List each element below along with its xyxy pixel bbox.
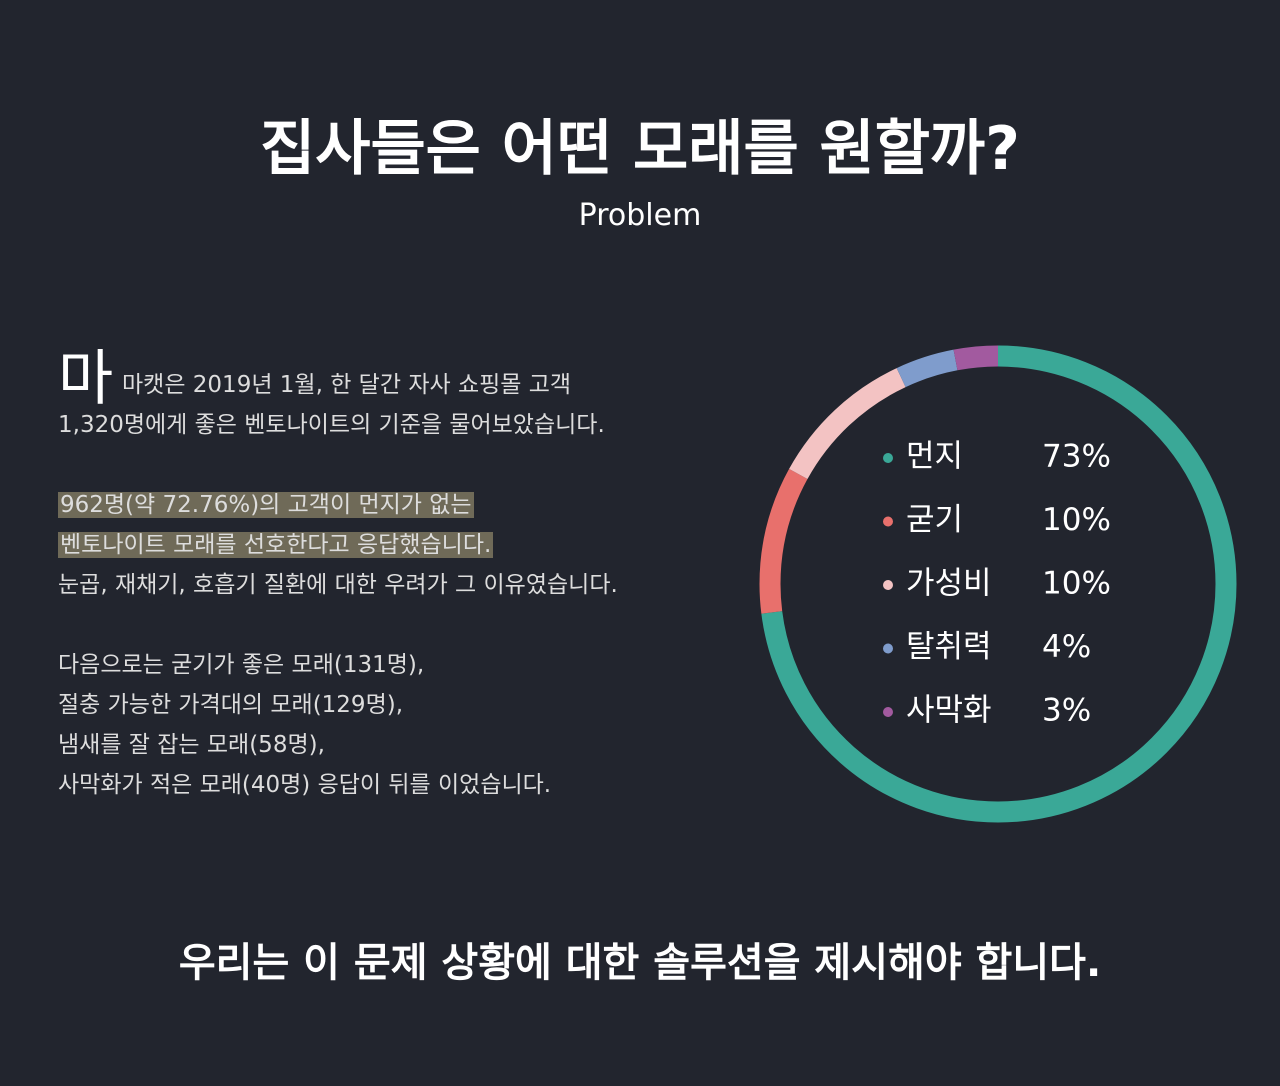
legend-value: 10%: [1042, 502, 1111, 538]
drop-cap: 마: [58, 344, 114, 414]
text-line: 마캣은 2019년 1월, 한 달간 자사 쇼핑몰 고객: [122, 372, 572, 398]
text-line: 1,320명에게 좋은 벤토나이트의 기준을 물어보았습니다.: [58, 412, 605, 438]
text-line: 다음으로는 굳기가 좋은 모래(131명),: [58, 652, 425, 678]
footer-text: 우리는 이 문제 상황에 대한 솔루션을 제시해야 합니다.: [178, 940, 1102, 986]
text-line: 냄새를 잘 잡는 모래(58명),: [58, 732, 325, 758]
title: 집사들은 어떤 모래를 원할까?: [260, 114, 1020, 184]
legend-label: 먼지: [906, 439, 963, 475]
legend-dot: [883, 580, 893, 590]
legend-value: 4%: [1042, 629, 1091, 665]
legend-value: 10%: [1042, 566, 1111, 602]
legend-dot: [883, 516, 893, 527]
subtitle: Problem: [578, 198, 702, 233]
legend-dot: [883, 643, 893, 654]
highlight-text: 962명(약 72.76%)의 고객이 먼지가 없는: [58, 492, 474, 518]
highlight-text: 벤토나이트 모래를 선호한다고 응답했습니다.: [58, 532, 494, 558]
text-line: 사막화가 적은 모래(40명) 응답이 뒤를 이었습니다.: [58, 772, 552, 798]
legend-label: 탈취력: [906, 629, 992, 665]
donut-segment: [759, 345, 1237, 823]
legend-label: 사막화: [906, 693, 992, 729]
donut-segment: [759, 345, 1237, 823]
legend-label: 가성비: [906, 566, 992, 602]
legend-value: 73%: [1042, 439, 1111, 475]
text-line: 눈곱, 재채기, 호흡기 질환에 대한 우려가 그 이유였습니다.: [58, 572, 618, 598]
legend-dot: [883, 453, 893, 463]
legend-value: 3%: [1042, 693, 1091, 729]
legend-label: 굳기: [906, 502, 963, 538]
text-line: 절충 가능한 가격대의 모래(129명),: [58, 692, 404, 718]
legend-dot: [883, 707, 893, 717]
